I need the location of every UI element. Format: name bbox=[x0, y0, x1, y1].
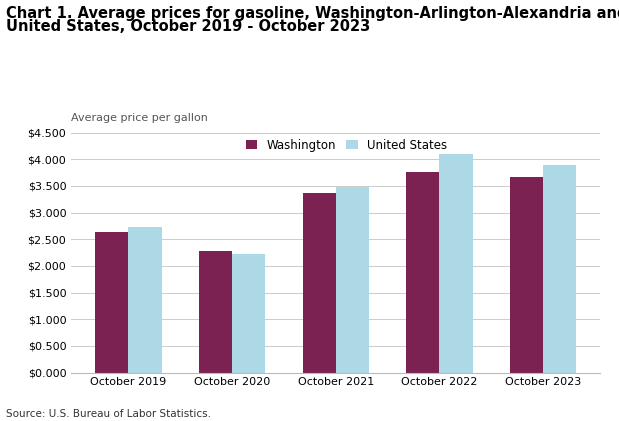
Bar bbox=[95, 232, 128, 373]
Bar bbox=[199, 251, 232, 373]
Bar bbox=[335, 187, 369, 373]
Text: Chart 1. Average prices for gasoline, Washington-Arlington-Alexandria and: Chart 1. Average prices for gasoline, Wa… bbox=[6, 6, 619, 21]
Legend: Washington, United States: Washington, United States bbox=[246, 139, 447, 152]
Bar bbox=[510, 177, 543, 373]
Bar bbox=[303, 193, 335, 373]
Text: United States, October 2019 - October 2023: United States, October 2019 - October 20… bbox=[6, 19, 370, 34]
Bar bbox=[439, 154, 473, 373]
Text: Average price per gallon: Average price per gallon bbox=[71, 113, 208, 123]
Bar bbox=[232, 254, 266, 373]
Text: Source: U.S. Bureau of Labor Statistics.: Source: U.S. Bureau of Labor Statistics. bbox=[6, 409, 211, 419]
Bar bbox=[543, 165, 576, 373]
Bar bbox=[128, 227, 162, 373]
Bar bbox=[406, 172, 439, 373]
